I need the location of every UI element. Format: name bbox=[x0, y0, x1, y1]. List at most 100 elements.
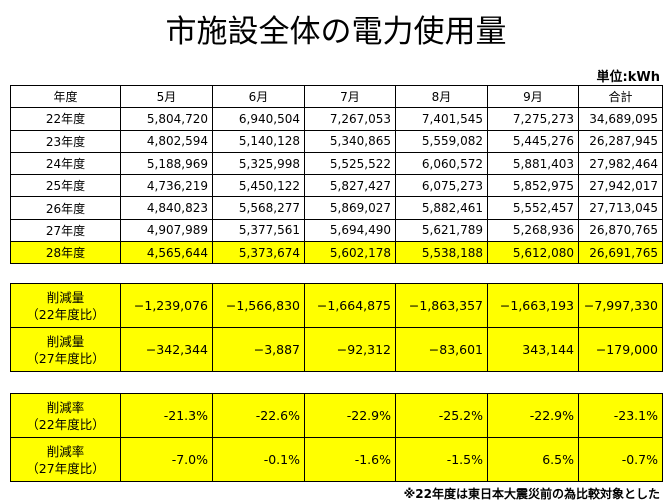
row-label-line: 削減量 bbox=[46, 289, 85, 305]
value-cell: -22.9% bbox=[304, 393, 396, 438]
value-cell: 4,840,823 bbox=[120, 196, 213, 220]
data-row: 削減量 （22年度比） −1,239,076 −1,566,830 −1,664,875… bbox=[10, 283, 663, 328]
value-cell: 4,736,219 bbox=[120, 174, 213, 198]
row-label: 削減率 （22年度比） bbox=[10, 393, 121, 438]
value-cell: 5,882,461 bbox=[395, 196, 488, 220]
row-label: 削減率 （27年度比） bbox=[10, 437, 121, 482]
header-cell: 年度 bbox=[10, 84, 121, 109]
footnote: ※22年度は東日本大震災前の為比較対象とした bbox=[403, 487, 660, 501]
row-label: 25年度 bbox=[10, 174, 121, 198]
row-label-line: （27年度比） bbox=[26, 460, 105, 476]
value-cell: −1,663,193 bbox=[487, 283, 579, 328]
value-cell: −179,000 bbox=[578, 327, 663, 372]
header-cell: 8月 bbox=[395, 84, 488, 109]
value-cell: 5,804,720 bbox=[120, 107, 213, 131]
value-cell: 4,565,644 bbox=[120, 241, 213, 265]
row-label: 削減量 （27年度比） bbox=[10, 327, 121, 372]
value-cell: -23.1% bbox=[578, 393, 663, 438]
value-cell: −1,566,830 bbox=[212, 283, 305, 328]
data-row: 23年度 4,802,594 5,140,128 5,340,865 5,559,082… bbox=[10, 129, 663, 153]
header-cell: 6月 bbox=[212, 84, 305, 109]
value-cell: 5,559,082 bbox=[395, 129, 488, 153]
value-cell: 5,450,122 bbox=[212, 174, 305, 198]
value-cell: -7.0% bbox=[120, 437, 213, 482]
data-row: 24年度 5,188,969 5,325,998 5,525,522 6,060,572… bbox=[10, 151, 663, 176]
unit-label: 単位:kWh bbox=[596, 70, 660, 85]
value-cell: 5,325,998 bbox=[212, 151, 305, 176]
value-cell: 34,689,095 bbox=[578, 107, 663, 131]
value-cell: 6.5% bbox=[487, 437, 579, 482]
header-row: 年度 5月 6月 7月 8月 9月 合計 bbox=[10, 84, 663, 109]
data-row: 28年度 4,565,644 5,373,674 5,602,178 5,538,188… bbox=[10, 241, 663, 265]
reduction-table: 削減量 （22年度比） −1,239,076 −1,566,830 −1,664,875… bbox=[10, 283, 663, 372]
value-cell: −1,664,875 bbox=[304, 283, 396, 328]
value-cell: 6,075,273 bbox=[395, 174, 488, 198]
value-cell: -25.2% bbox=[395, 393, 488, 438]
value-cell: 7,267,053 bbox=[304, 107, 396, 131]
value-cell: 5,373,674 bbox=[212, 241, 305, 265]
row-label: 26年度 bbox=[10, 196, 121, 220]
value-cell: -1.5% bbox=[395, 437, 488, 482]
value-cell: −3,887 bbox=[212, 327, 305, 372]
value-cell: 5,602,178 bbox=[304, 241, 396, 265]
value-cell: -1.6% bbox=[304, 437, 396, 482]
row-label-line: 削減率 bbox=[46, 399, 85, 415]
row-label: 27年度 bbox=[10, 218, 121, 243]
value-cell: −342,344 bbox=[120, 327, 213, 372]
row-label-line: （27年度比） bbox=[26, 350, 105, 366]
row-label: 削減量 （22年度比） bbox=[10, 283, 121, 328]
data-row: 削減率 （22年度比） -21.3% -22.6% -22.9% -25.2% -22.9%… bbox=[10, 393, 663, 438]
value-cell: 27,713,045 bbox=[578, 196, 663, 220]
value-cell: 5,140,128 bbox=[212, 129, 305, 153]
value-cell: −1,239,076 bbox=[120, 283, 213, 328]
data-row: 削減率 （27年度比） -7.0% -0.1% -1.6% -1.5% 6.5% -0.7% bbox=[10, 437, 663, 482]
value-cell: 5,552,457 bbox=[487, 196, 579, 220]
row-label-line: 削減率 bbox=[46, 443, 85, 459]
value-cell: 5,568,277 bbox=[212, 196, 305, 220]
header-cell: 9月 bbox=[487, 84, 579, 109]
value-cell: −1,863,357 bbox=[395, 283, 488, 328]
rate-table: 削減率 （22年度比） -21.3% -22.6% -22.9% -25.2% -22.9%… bbox=[10, 393, 663, 482]
title: 市施設全体の電力使用量 bbox=[165, 14, 507, 50]
row-label: 24年度 bbox=[10, 151, 121, 176]
value-cell: 26,870,765 bbox=[578, 218, 663, 243]
row-label-line: （22年度比） bbox=[26, 306, 105, 322]
row-label: 22年度 bbox=[10, 107, 121, 131]
header-cell: 7月 bbox=[304, 84, 396, 109]
value-cell: 5,852,975 bbox=[487, 174, 579, 198]
row-label: 23年度 bbox=[10, 129, 121, 153]
usage-table: 年度 5月 6月 7月 8月 9月 合計 22年度 5,804,720 6,940,504 7,26… bbox=[10, 84, 663, 265]
value-cell: 4,907,989 bbox=[120, 218, 213, 243]
value-cell: 6,060,572 bbox=[395, 151, 488, 176]
data-row: 25年度 4,736,219 5,450,122 5,827,427 6,075,273… bbox=[10, 174, 663, 198]
row-label-line: 削減量 bbox=[46, 333, 85, 349]
value-cell: 5,621,789 bbox=[395, 218, 488, 243]
value-cell: 5,188,969 bbox=[120, 151, 213, 176]
data-row: 削減量 （27年度比） −342,344 −3,887 −92,312 −83,601 34… bbox=[10, 327, 663, 372]
value-cell: 27,982,464 bbox=[578, 151, 663, 176]
value-cell: 7,401,545 bbox=[395, 107, 488, 131]
value-cell: -0.7% bbox=[578, 437, 663, 482]
value-cell: 5,538,188 bbox=[395, 241, 488, 265]
value-cell: 6,940,504 bbox=[212, 107, 305, 131]
value-cell: 26,691,765 bbox=[578, 241, 663, 265]
value-cell: 5,445,276 bbox=[487, 129, 579, 153]
row-label-line: （22年度比） bbox=[26, 416, 105, 432]
value-cell: 5,827,427 bbox=[304, 174, 396, 198]
value-cell: −7,997,330 bbox=[578, 283, 663, 328]
value-cell: -22.6% bbox=[212, 393, 305, 438]
value-cell: -0.1% bbox=[212, 437, 305, 482]
value-cell: −92,312 bbox=[304, 327, 396, 372]
data-row: 22年度 5,804,720 6,940,504 7,267,053 7,401,545… bbox=[10, 107, 663, 131]
value-cell: 5,340,865 bbox=[304, 129, 396, 153]
value-cell: 5,881,403 bbox=[487, 151, 579, 176]
value-cell: −83,601 bbox=[395, 327, 488, 372]
value-cell: 343,144 bbox=[487, 327, 579, 372]
value-cell: 5,612,080 bbox=[487, 241, 579, 265]
value-cell: 5,525,522 bbox=[304, 151, 396, 176]
value-cell: 7,275,273 bbox=[487, 107, 579, 131]
header-cell: 5月 bbox=[120, 84, 213, 109]
value-cell: 5,268,936 bbox=[487, 218, 579, 243]
header-cell: 合計 bbox=[578, 84, 663, 109]
